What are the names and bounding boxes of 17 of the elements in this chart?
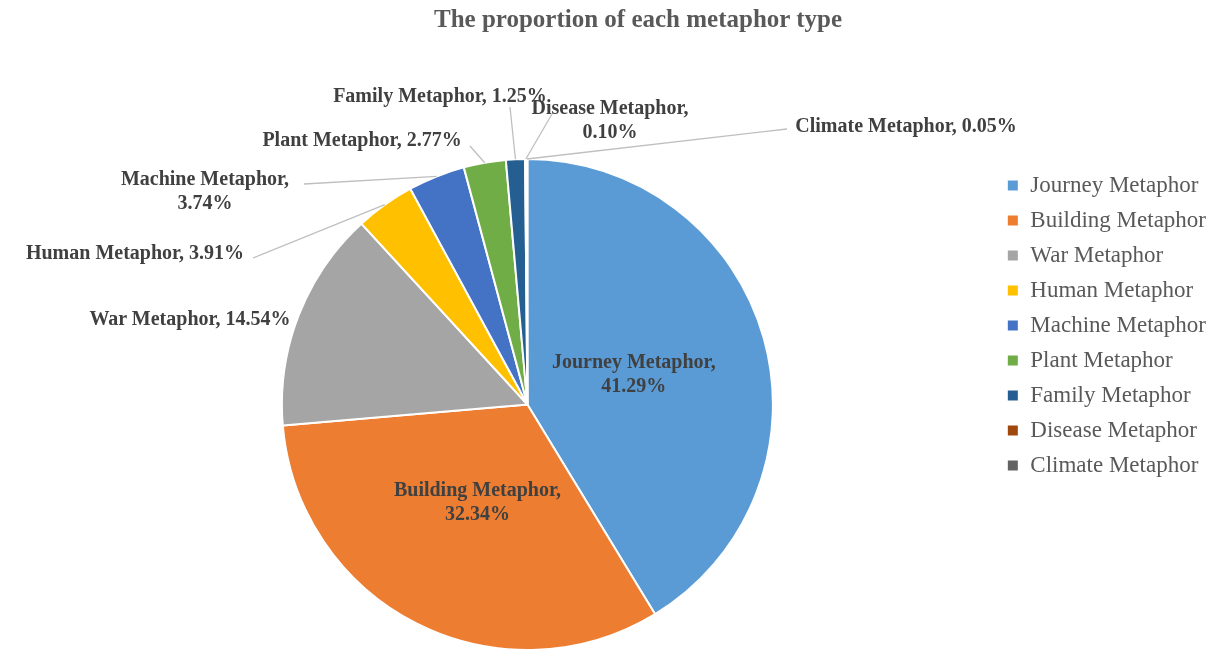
legend-label: Climate Metaphor [1030,451,1199,477]
data-label: Human Metaphor, 3.91% [25,241,245,265]
data-label: Climate Metaphor, 0.05% [795,114,1017,138]
data-label: Journey Metaphor, 41.29% [551,349,716,396]
data-label: Plant Metaphor, 2.77% [262,128,462,152]
data-label: War Metaphor, 14.54% [89,307,291,331]
legend-label: Machine Metaphor [1030,311,1207,337]
legend-label: Building Metaphor [1030,206,1207,232]
legend-label: War Metaphor [1030,241,1164,267]
legend-label: Human Metaphor [1030,276,1194,302]
legend-label: Disease Metaphor [1030,416,1198,442]
legend-label: Family Metaphor [1030,381,1191,407]
legend-label: Plant Metaphor [1030,346,1174,372]
data-label: Machine Metaphor, 3.74% [120,167,290,214]
legend-label: Journey Metaphor [1030,171,1199,197]
chart-title: The proportion of each metaphor type [433,5,843,33]
data-label: Building Metaphor, 32.34% [393,478,562,525]
